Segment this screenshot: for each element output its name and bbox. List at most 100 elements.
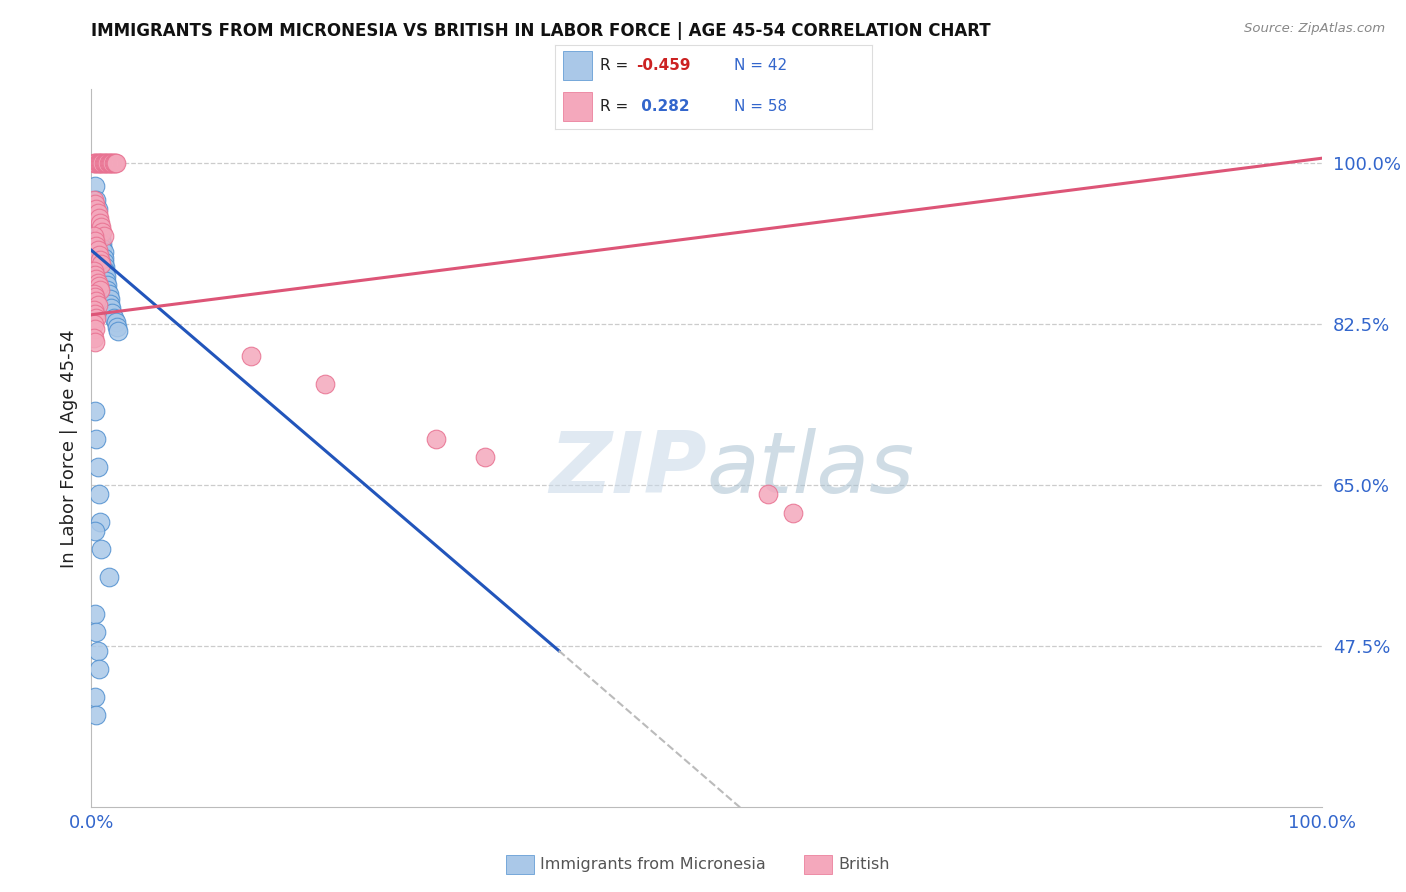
Point — [90, 542, 112, 557]
Point — [240, 349, 263, 363]
Text: N = 42: N = 42 — [734, 58, 787, 73]
Point — [86, 625, 108, 640]
Point — [96, 156, 117, 170]
Point — [91, 156, 114, 170]
Point — [84, 607, 107, 621]
Point — [96, 283, 118, 297]
Point — [86, 244, 108, 258]
Point — [107, 324, 129, 338]
Point — [101, 306, 124, 320]
Point — [96, 156, 118, 170]
Point — [93, 251, 115, 265]
Point — [84, 321, 107, 335]
Point — [103, 310, 125, 325]
Point — [86, 310, 108, 325]
Point — [86, 202, 108, 216]
Point — [84, 404, 107, 418]
Point — [89, 515, 111, 529]
Point — [96, 269, 117, 284]
Point — [314, 376, 336, 391]
Point — [97, 570, 120, 584]
Point — [89, 252, 111, 267]
Text: R =: R = — [599, 58, 628, 73]
Text: R =: R = — [599, 99, 628, 114]
Point — [84, 524, 107, 538]
Text: 0.282: 0.282 — [636, 99, 690, 114]
Point — [83, 317, 105, 331]
Point — [91, 225, 114, 239]
Point — [84, 335, 107, 350]
Point — [84, 156, 107, 170]
Point — [86, 293, 108, 308]
Point — [84, 307, 107, 321]
Point — [86, 238, 108, 252]
Point — [103, 156, 125, 170]
Point — [87, 248, 110, 262]
Point — [87, 216, 110, 230]
Point — [83, 286, 105, 301]
Point — [87, 662, 110, 676]
Point — [83, 229, 105, 244]
Point — [84, 197, 107, 211]
Point — [89, 156, 111, 170]
Text: N = 58: N = 58 — [734, 99, 787, 114]
Point — [89, 227, 111, 242]
Point — [101, 156, 124, 170]
Point — [756, 487, 779, 501]
Point — [100, 156, 122, 170]
Point — [86, 297, 108, 311]
Point — [98, 296, 121, 310]
Point — [90, 220, 112, 235]
Point — [474, 450, 496, 465]
Point — [83, 303, 105, 318]
Point — [83, 156, 105, 170]
Bar — [564, 92, 592, 120]
Text: Immigrants from Micronesia: Immigrants from Micronesia — [540, 857, 766, 871]
Point — [86, 272, 108, 286]
Point — [86, 206, 108, 220]
Point — [87, 279, 110, 293]
Point — [782, 506, 804, 520]
Point — [98, 292, 121, 306]
Point — [86, 156, 108, 170]
Point — [86, 644, 108, 658]
Point — [90, 232, 112, 246]
Point — [84, 234, 107, 248]
Point — [94, 260, 117, 274]
Point — [86, 459, 108, 474]
Point — [86, 276, 108, 290]
Point — [89, 283, 111, 297]
Point — [90, 257, 112, 271]
Point — [83, 193, 105, 207]
Point — [86, 193, 108, 207]
Point — [97, 156, 120, 170]
Point — [105, 156, 127, 170]
Point — [87, 222, 110, 236]
Text: ZIP: ZIP — [548, 428, 706, 511]
Point — [86, 211, 108, 225]
Text: -0.459: -0.459 — [636, 58, 690, 73]
Point — [96, 278, 118, 293]
Point — [90, 156, 112, 170]
Y-axis label: In Labor Force | Age 45-54: In Labor Force | Age 45-54 — [59, 329, 77, 567]
Point — [83, 264, 105, 278]
Text: IMMIGRANTS FROM MICRONESIA VS BRITISH IN LABOR FORCE | AGE 45-54 CORRELATION CHA: IMMIGRANTS FROM MICRONESIA VS BRITISH IN… — [91, 22, 991, 40]
Point — [104, 156, 127, 170]
Point — [93, 255, 115, 269]
Point — [100, 301, 122, 316]
Point — [86, 156, 108, 170]
Point — [93, 229, 115, 244]
Point — [84, 268, 107, 282]
Point — [86, 432, 108, 446]
Point — [98, 156, 121, 170]
Point — [105, 315, 127, 329]
Point — [83, 331, 105, 345]
Bar — [564, 52, 592, 80]
Point — [94, 264, 117, 278]
Point — [93, 245, 115, 260]
Point — [89, 216, 111, 230]
Point — [84, 178, 107, 193]
Point — [84, 690, 107, 704]
Point — [87, 156, 110, 170]
Point — [105, 319, 128, 334]
